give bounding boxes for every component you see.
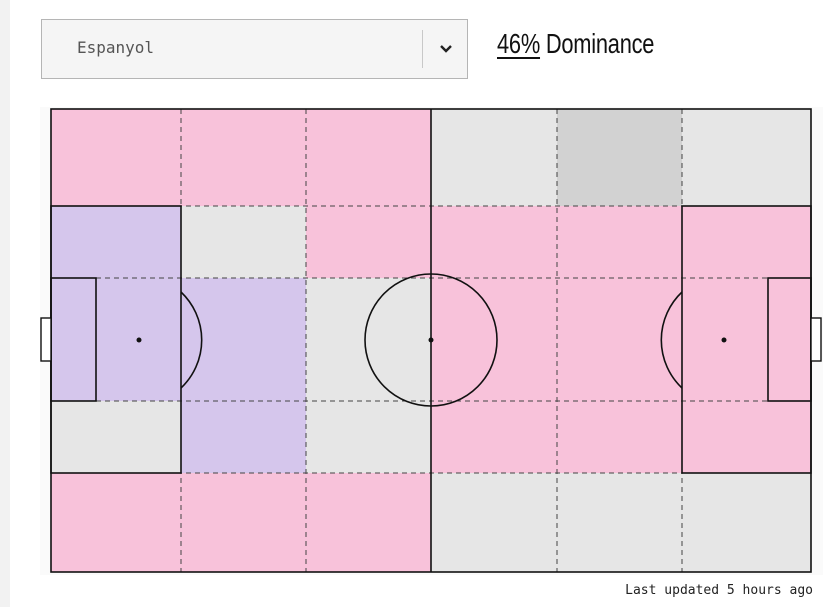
left-goal: [40, 317, 52, 362]
pitch-zone-neutral: [51, 401, 181, 473]
dominance-text: Dominance: [540, 28, 655, 59]
dominance-label: 46% Dominance: [497, 28, 654, 60]
center-circle: [364, 273, 498, 407]
chevron-down-icon[interactable]: [438, 40, 454, 56]
pitch-zone-home: [51, 473, 181, 572]
pitch-zone-away: [51, 278, 181, 401]
pitch-zone-home: [682, 401, 811, 473]
pitch-zone-neutral: [557, 473, 682, 572]
page-left-strip: [0, 0, 10, 607]
pitch-zone-neutral: [306, 278, 431, 401]
pitch-zone-home: [557, 206, 682, 278]
pitch-zone-neutral: [682, 473, 811, 572]
center-spot: [428, 337, 434, 343]
left-penalty-arc: [180, 291, 203, 389]
pitch-zone-home: [682, 206, 811, 278]
pitch-zone-home: [682, 278, 811, 401]
pitch-zone-away: [51, 206, 181, 278]
pitch-zone-home: [306, 109, 431, 206]
pitch-zone-neutral: [431, 109, 557, 206]
pitch-zone-home: [181, 109, 306, 206]
pitch-zone-home: [181, 473, 306, 572]
pitch-zone-home: [431, 206, 557, 278]
pitch-zone-home: [557, 401, 682, 473]
team-select[interactable]: Espanyol: [41, 19, 468, 79]
right-penalty-spot: [721, 337, 727, 343]
pitch-zone-away: [181, 278, 306, 401]
team-select-value: Espanyol: [77, 38, 155, 57]
pitch-zone-home: [431, 278, 557, 401]
right-penalty-arc: [660, 291, 683, 389]
pitch-zone-home: [557, 278, 682, 401]
last-updated: Last updated 5 hours ago: [625, 583, 813, 598]
pitch-zone-neutral: [181, 206, 306, 278]
pitch-map: [40, 108, 822, 573]
pitch-zone-contested: [557, 109, 682, 206]
left-penalty-spot: [136, 337, 142, 343]
pitch-zone-neutral: [306, 401, 431, 473]
pitch-zone-home: [306, 206, 431, 278]
pitch-zone-neutral: [682, 109, 811, 206]
right-goal: [810, 317, 822, 362]
pitch-zone-away: [181, 401, 306, 473]
select-separator: [422, 30, 423, 68]
pitch-container: [40, 107, 823, 575]
pitch-zone-home: [431, 401, 557, 473]
dominance-value: 46%: [497, 28, 541, 59]
pitch-zone-home: [306, 473, 431, 572]
pitch-zone-neutral: [431, 473, 557, 572]
pitch-zone-home: [51, 109, 181, 206]
